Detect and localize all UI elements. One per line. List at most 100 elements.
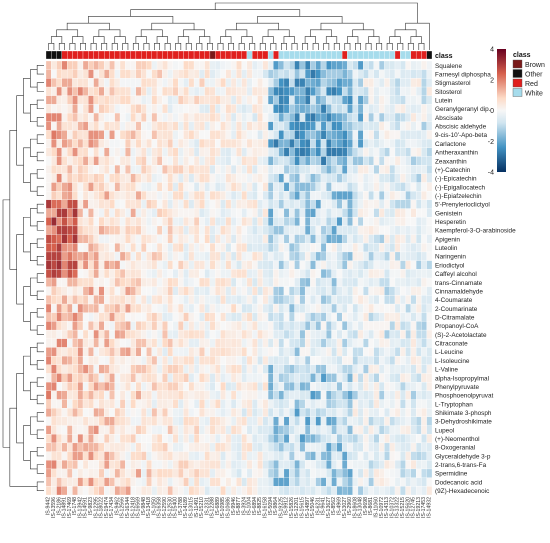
heatmap-cell — [114, 251, 121, 261]
heatmap-cell — [246, 217, 253, 227]
heatmap-cell — [357, 390, 364, 400]
heatmap-cell — [104, 295, 110, 305]
heatmap-cell — [400, 121, 406, 131]
heatmap-cell — [72, 69, 78, 79]
heatmap-cell — [310, 425, 316, 435]
heatmap-cell — [416, 234, 422, 244]
heatmap-cell — [347, 382, 353, 391]
heatmap-cell — [246, 78, 253, 88]
heatmap-cell — [77, 95, 84, 105]
heatmap-cell — [215, 303, 221, 313]
class-annotation-cell — [267, 50, 274, 60]
heatmap-cell — [363, 95, 369, 105]
heatmap-cell — [273, 399, 279, 409]
heatmap-cell — [320, 399, 327, 409]
row-label: (+)-Catechin — [435, 167, 471, 174]
heatmap-cell — [135, 468, 142, 478]
heatmap-cell — [178, 451, 184, 461]
heatmap-cell — [357, 78, 364, 88]
heatmap-cell — [299, 338, 306, 348]
heatmap-cell — [394, 477, 401, 487]
heatmap-cell — [188, 156, 195, 166]
heatmap-cell — [246, 69, 253, 79]
dendrogram-branch — [36, 134, 44, 144]
heatmap-cell — [357, 442, 364, 452]
heatmap-cell — [77, 69, 84, 79]
heatmap-cell — [257, 225, 263, 235]
heatmap-cell — [56, 382, 62, 391]
heatmap-cell — [77, 451, 84, 461]
heatmap-cell — [72, 234, 78, 244]
heatmap-cell — [394, 121, 401, 131]
heatmap-cell — [389, 364, 396, 374]
heatmap-cell — [183, 165, 189, 174]
heatmap-cell — [125, 199, 131, 209]
heatmap-cell — [72, 477, 78, 487]
class-annotation-cell — [77, 50, 84, 60]
heatmap-cell — [67, 347, 73, 357]
heatmap-cell — [225, 191, 232, 201]
heatmap-cell — [262, 408, 269, 418]
heatmap-cell — [72, 486, 78, 496]
heatmap-cell — [98, 138, 105, 148]
dendrogram-branch — [23, 216, 31, 253]
heatmap-cell — [193, 138, 200, 148]
heatmap-cell — [230, 269, 237, 279]
heatmap-cell — [304, 112, 311, 122]
heatmap-cell — [114, 355, 121, 365]
heatmap-cell — [146, 60, 152, 70]
heatmap-cell — [88, 416, 94, 426]
heatmap-cell — [135, 434, 142, 444]
heatmap-cell — [241, 373, 248, 383]
heatmap-cell — [61, 251, 68, 261]
heatmap-cell — [257, 347, 263, 357]
heatmap-cell — [410, 156, 417, 166]
heatmap-cell — [289, 69, 295, 79]
heatmap-cell — [262, 121, 269, 131]
heatmap-cell — [61, 321, 68, 331]
heatmap-cell — [320, 182, 327, 192]
heatmap-cell — [315, 434, 322, 444]
heatmap-cell — [130, 182, 137, 192]
heatmap-cell — [204, 234, 211, 244]
heatmap-cell — [167, 251, 174, 261]
heatmap-cell — [394, 86, 401, 96]
heatmap-cell — [167, 364, 174, 374]
heatmap-cell — [51, 130, 57, 140]
heatmap-cell — [347, 442, 353, 452]
heatmap-cell — [289, 468, 295, 478]
heatmap-cell — [93, 451, 100, 461]
heatmap-cell — [88, 295, 94, 305]
heatmap-cell — [67, 295, 73, 305]
heatmap-cell — [257, 208, 263, 218]
heatmap-cell — [299, 165, 306, 174]
heatmap-cell — [299, 121, 306, 131]
heatmap-cell — [310, 321, 316, 331]
heatmap-cell — [421, 468, 427, 478]
heatmap-cell — [109, 104, 115, 114]
heatmap-cell — [82, 173, 89, 183]
heatmap-cell — [167, 121, 174, 131]
heatmap-cell — [336, 243, 343, 253]
heatmap-cell — [209, 355, 216, 365]
heatmap-cell — [378, 191, 385, 201]
heatmap-cell — [225, 165, 232, 174]
heatmap-cell — [225, 60, 232, 70]
heatmap-cell — [109, 468, 115, 478]
heatmap-cell — [183, 295, 189, 305]
heatmap-cell — [45, 286, 52, 296]
heatmap-cell — [315, 130, 322, 140]
heatmap-cell — [331, 165, 337, 174]
heatmap-cell — [357, 286, 364, 296]
heatmap-cell — [421, 477, 427, 487]
row-label: (-)-Epiafzelechin — [435, 193, 482, 200]
heatmap-cell — [352, 312, 359, 322]
heatmap-cell — [394, 321, 401, 331]
heatmap-cell — [220, 347, 226, 357]
heatmap-cell — [146, 130, 152, 140]
heatmap-cell — [384, 390, 390, 400]
heatmap-cell — [368, 477, 374, 487]
heatmap-cell — [67, 434, 73, 444]
heatmap-cell — [426, 277, 433, 287]
heatmap-cell — [357, 373, 364, 383]
